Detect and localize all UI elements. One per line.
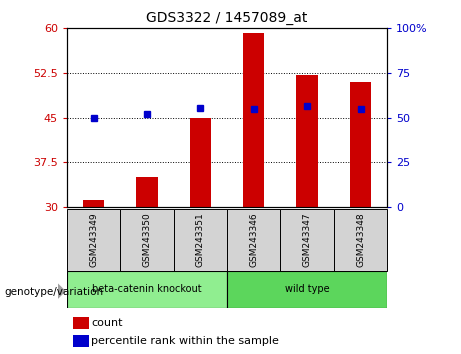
Text: percentile rank within the sample: percentile rank within the sample — [91, 336, 279, 346]
FancyBboxPatch shape — [67, 209, 120, 271]
FancyBboxPatch shape — [120, 209, 174, 271]
FancyBboxPatch shape — [67, 271, 227, 308]
FancyBboxPatch shape — [174, 209, 227, 271]
Bar — [350, 82, 371, 207]
Title: GDS3322 / 1457089_at: GDS3322 / 1457089_at — [146, 11, 308, 24]
Text: GSM243349: GSM243349 — [89, 212, 98, 267]
Text: wild type: wild type — [285, 284, 330, 295]
Text: genotype/variation: genotype/variation — [5, 287, 104, 297]
Text: GSM243348: GSM243348 — [356, 212, 365, 267]
Text: beta-catenin knockout: beta-catenin knockout — [92, 284, 202, 295]
FancyBboxPatch shape — [227, 209, 280, 271]
Polygon shape — [58, 283, 66, 299]
FancyBboxPatch shape — [280, 209, 334, 271]
Text: GSM243347: GSM243347 — [302, 212, 312, 267]
FancyBboxPatch shape — [73, 335, 89, 347]
Text: GSM243351: GSM243351 — [196, 212, 205, 267]
FancyBboxPatch shape — [227, 271, 387, 308]
Bar — [189, 118, 211, 207]
Text: GSM243346: GSM243346 — [249, 212, 258, 267]
Bar — [296, 75, 318, 207]
Bar — [136, 177, 158, 207]
Bar — [243, 33, 265, 207]
Bar — [83, 200, 104, 207]
FancyBboxPatch shape — [73, 317, 89, 329]
FancyBboxPatch shape — [334, 209, 387, 271]
Text: count: count — [91, 318, 123, 328]
Text: GSM243350: GSM243350 — [142, 212, 152, 267]
